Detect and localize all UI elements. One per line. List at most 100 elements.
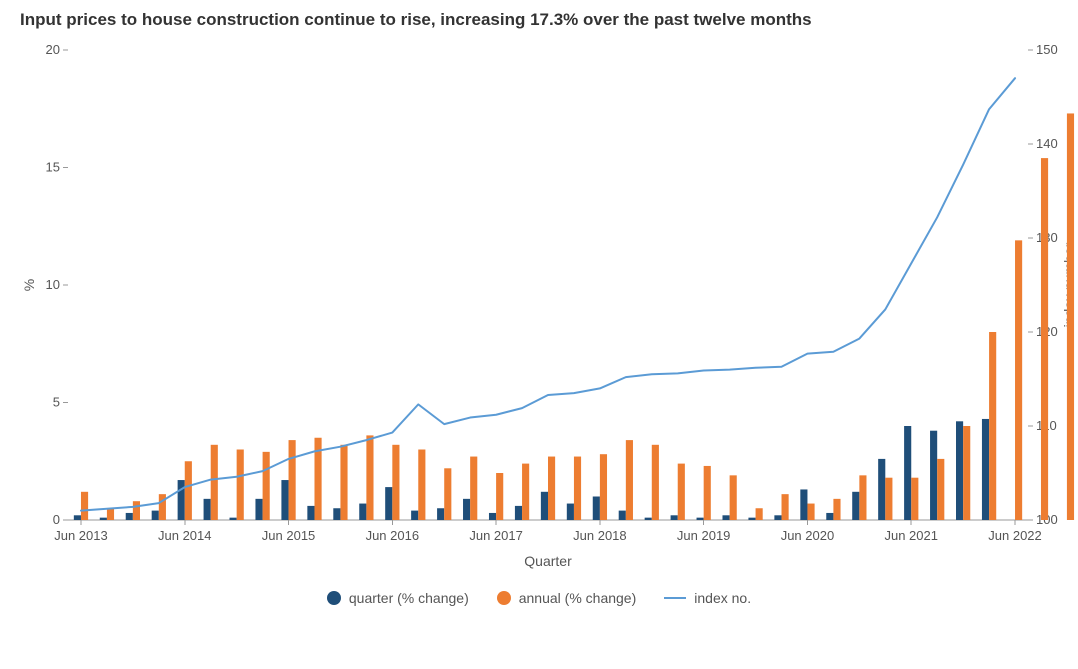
bar-quarter	[619, 511, 626, 520]
chart-plot-area: 05101520%100110120130140150index numberJ…	[20, 36, 1058, 586]
y-left-tick-label: 0	[53, 512, 60, 527]
x-tick-label: Jun 2019	[677, 528, 731, 543]
bar-quarter	[489, 513, 496, 520]
x-tick-label: Jun 2022	[988, 528, 1042, 543]
bar-annual	[937, 459, 944, 520]
bar-quarter	[152, 511, 159, 520]
bar-quarter	[645, 518, 652, 520]
bar-annual	[678, 464, 685, 520]
bar-annual	[963, 426, 970, 520]
legend-item: quarter (% change)	[327, 590, 469, 606]
bar-quarter	[904, 426, 911, 520]
legend-label: annual (% change)	[519, 590, 637, 606]
bar-annual	[185, 461, 192, 520]
y-right-tick-label: 140	[1036, 136, 1058, 151]
bar-annual	[911, 478, 918, 520]
bar-annual	[496, 473, 503, 520]
bar-annual	[989, 332, 996, 520]
legend-swatch-circle	[497, 591, 511, 605]
x-tick-label: Jun 2015	[262, 528, 316, 543]
bar-annual	[289, 440, 296, 520]
bar-quarter	[437, 508, 444, 520]
bar-annual	[756, 508, 763, 520]
bar-quarter	[982, 419, 989, 520]
legend-item: annual (% change)	[497, 590, 637, 606]
bar-quarter	[255, 499, 262, 520]
x-tick-label: Jun 2020	[781, 528, 835, 543]
bar-quarter	[333, 508, 340, 520]
x-tick-label: Jun 2018	[573, 528, 627, 543]
line-index	[81, 78, 1015, 510]
bar-quarter	[515, 506, 522, 520]
chart-container: Input prices to house construction conti…	[0, 0, 1078, 669]
bar-annual	[470, 457, 477, 520]
bar-quarter	[722, 515, 729, 520]
bar-quarter	[826, 513, 833, 520]
legend-item: index no.	[664, 590, 751, 606]
legend-swatch-circle	[327, 591, 341, 605]
bar-quarter	[100, 518, 107, 520]
bar-quarter	[281, 480, 288, 520]
bar-quarter	[774, 515, 781, 520]
bar-annual	[107, 508, 114, 520]
bar-quarter	[697, 518, 704, 520]
bar-annual	[211, 445, 218, 520]
chart-svg: 05101520%100110120130140150index numberJ…	[20, 36, 1078, 586]
x-tick-label: Jun 2014	[158, 528, 212, 543]
x-tick-label: Jun 2021	[884, 528, 938, 543]
bar-annual	[133, 501, 140, 520]
y-left-tick-label: 10	[46, 277, 60, 292]
y-left-axis-label: %	[21, 279, 37, 291]
y-left-tick-label: 5	[53, 395, 60, 410]
bar-annual	[704, 466, 711, 520]
bar-quarter	[956, 421, 963, 520]
bar-quarter	[411, 511, 418, 520]
bar-annual	[730, 475, 737, 520]
bar-quarter	[359, 504, 366, 520]
bar-quarter	[852, 492, 859, 520]
bar-annual	[366, 435, 373, 520]
bar-annual	[600, 454, 607, 520]
bar-annual	[522, 464, 529, 520]
bar-quarter	[567, 504, 574, 520]
y-right-tick-label: 150	[1036, 42, 1058, 57]
bar-quarter	[385, 487, 392, 520]
bar-quarter	[230, 518, 237, 520]
legend-label: quarter (% change)	[349, 590, 469, 606]
bar-quarter	[463, 499, 470, 520]
bar-quarter	[74, 515, 81, 520]
bar-annual	[626, 440, 633, 520]
bar-annual	[1015, 240, 1022, 520]
bar-annual	[1067, 113, 1074, 520]
bar-annual	[159, 494, 166, 520]
bar-annual	[548, 457, 555, 520]
bar-annual	[340, 445, 347, 520]
bar-quarter	[541, 492, 548, 520]
x-tick-label: Jun 2013	[54, 528, 108, 543]
legend-label: index no.	[694, 590, 751, 606]
bar-annual	[652, 445, 659, 520]
bar-annual	[859, 475, 866, 520]
bar-annual	[237, 450, 244, 521]
bar-quarter	[593, 497, 600, 521]
chart-legend: quarter (% change) annual (% change) index…	[20, 590, 1058, 606]
y-left-tick-label: 15	[46, 160, 60, 175]
bar-annual	[392, 445, 399, 520]
legend-swatch-line	[664, 597, 686, 599]
x-tick-label: Jun 2017	[469, 528, 523, 543]
chart-title: Input prices to house construction conti…	[20, 10, 1058, 30]
bar-annual	[81, 492, 88, 520]
bar-annual	[807, 504, 814, 520]
x-tick-label: Jun 2016	[366, 528, 420, 543]
bar-annual	[418, 450, 425, 521]
bar-quarter	[178, 480, 185, 520]
bar-annual	[833, 499, 840, 520]
bar-annual	[263, 452, 270, 520]
bar-quarter	[748, 518, 755, 520]
bar-quarter	[671, 515, 678, 520]
bar-annual	[885, 478, 892, 520]
bar-quarter	[307, 506, 314, 520]
bar-quarter	[878, 459, 885, 520]
bar-annual	[1041, 158, 1048, 520]
y-left-tick-label: 20	[46, 42, 60, 57]
